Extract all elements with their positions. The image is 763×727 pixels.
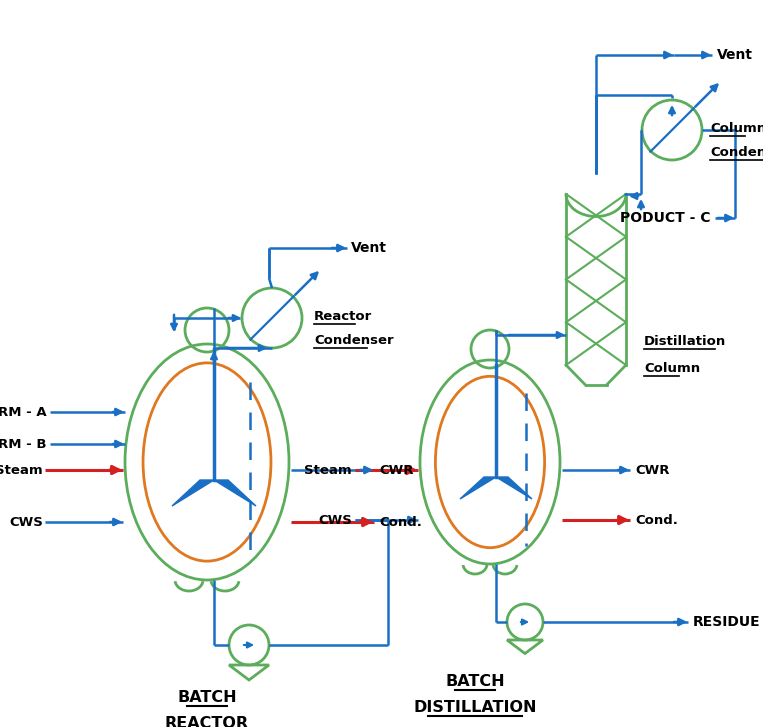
Polygon shape bbox=[496, 477, 532, 499]
Polygon shape bbox=[172, 480, 214, 506]
Text: Vent: Vent bbox=[717, 48, 753, 62]
Text: Steam: Steam bbox=[0, 464, 43, 476]
Text: CWS: CWS bbox=[9, 515, 43, 529]
Text: REACTOR: REACTOR bbox=[165, 716, 249, 727]
Text: DISTILLATION: DISTILLATION bbox=[414, 700, 536, 715]
Text: Column: Column bbox=[644, 362, 700, 375]
Text: RM - B: RM - B bbox=[0, 438, 47, 451]
Text: Reactor: Reactor bbox=[314, 310, 372, 323]
Polygon shape bbox=[460, 477, 496, 499]
Text: Condenser: Condenser bbox=[314, 334, 394, 347]
Text: Condenser: Condenser bbox=[710, 146, 763, 159]
Text: CWS: CWS bbox=[318, 513, 352, 526]
Polygon shape bbox=[214, 480, 256, 506]
Text: RM - A: RM - A bbox=[0, 406, 47, 419]
Text: Distillation: Distillation bbox=[644, 335, 726, 348]
Text: PODUCT - C: PODUCT - C bbox=[620, 211, 710, 225]
Text: CWR: CWR bbox=[635, 464, 669, 476]
Text: Cond.: Cond. bbox=[379, 515, 422, 529]
Text: RESIDUE: RESIDUE bbox=[693, 615, 761, 629]
Text: BATCH: BATCH bbox=[445, 674, 505, 689]
Text: Steam: Steam bbox=[304, 464, 352, 476]
Text: BATCH: BATCH bbox=[177, 690, 237, 705]
Text: Column: Column bbox=[710, 122, 763, 135]
Text: Vent: Vent bbox=[351, 241, 387, 255]
Text: Cond.: Cond. bbox=[635, 513, 678, 526]
Text: CWR: CWR bbox=[379, 464, 414, 476]
